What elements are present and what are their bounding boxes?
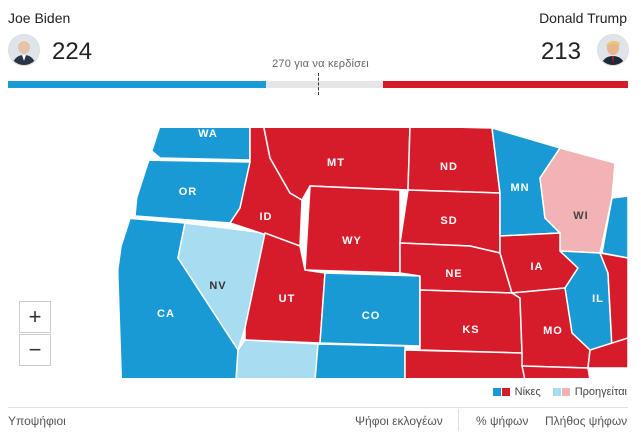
zoom-in-button[interactable]: +: [19, 301, 51, 333]
label-ne: NE: [445, 268, 462, 280]
legend-leads-label: Προηγείται: [574, 386, 627, 398]
trump-electoral-votes: 213: [540, 38, 581, 65]
legend-swatch-dem-lead: [552, 388, 561, 396]
label-mt: MT: [327, 157, 345, 169]
label-id: ID: [260, 211, 273, 223]
legend-swatch-rep-lead: [561, 388, 570, 396]
state-az[interactable]: [235, 339, 319, 380]
biden-electoral-votes: 224: [52, 38, 93, 65]
electoral-progress-bar: [8, 73, 628, 95]
state-ks[interactable]: [419, 289, 523, 354]
trump-avatar: [597, 34, 629, 66]
table-divider: [8, 407, 628, 408]
state-mi[interactable]: [601, 195, 628, 259]
state-ky[interactable]: [587, 337, 628, 369]
label-mn: MN: [510, 182, 529, 194]
label-co: CO: [362, 310, 381, 322]
label-nd: ND: [440, 161, 458, 173]
label-wi: WI: [573, 210, 588, 222]
header-separator: [458, 409, 459, 431]
label-mo: MO: [543, 325, 563, 337]
label-sd: SD: [440, 215, 457, 227]
label-ut: UT: [279, 293, 296, 305]
state-nm[interactable]: [314, 343, 406, 380]
label-ca: CA: [157, 308, 175, 320]
legend-wins: Νίκες: [492, 386, 541, 398]
threshold-marker: [318, 73, 319, 95]
map-legend: Νίκες Προηγείται: [481, 386, 627, 398]
state-ar[interactable]: [521, 365, 591, 380]
header-vote-count[interactable]: Πλήθος ψήφων: [545, 414, 628, 428]
label-nv: NV: [209, 280, 226, 292]
state-wy[interactable]: [304, 185, 401, 274]
state-ok[interactable]: [404, 349, 526, 380]
header-electoral-votes[interactable]: Ψήφοι εκλογέων: [355, 414, 443, 428]
label-ks: KS: [462, 324, 479, 336]
header-candidates[interactable]: Υποψήφιοι: [8, 414, 66, 428]
biden-avatar: [8, 34, 40, 66]
zoom-out-button[interactable]: −: [19, 334, 51, 366]
label-ia: IA: [531, 261, 544, 273]
legend-wins-label: Νίκες: [514, 386, 541, 398]
label-il: IL: [592, 293, 604, 305]
trump-progress-fill: [382, 81, 628, 88]
state-nd[interactable]: [407, 126, 501, 194]
legend-swatch-rep-win: [501, 388, 510, 396]
label-wy: WY: [342, 235, 362, 247]
legend-swatch-dem-win: [492, 388, 501, 396]
electoral-map[interactable]: WA OR CA NV ID MT WY UT CO ND SD NE KS M…: [0, 118, 641, 380]
label-wa: WA: [198, 128, 218, 140]
threshold-label: 270 για να κερδίσει: [272, 58, 369, 70]
candidate-name-trump: Donald Trump: [539, 10, 627, 26]
header-vote-pct[interactable]: % ψήφων: [476, 414, 529, 428]
legend-leads: Προηγείται: [552, 386, 627, 398]
label-or: OR: [179, 186, 198, 198]
biden-progress-fill: [8, 81, 267, 88]
state-nv[interactable]: [177, 222, 266, 351]
candidate-name-biden: Joe Biden: [8, 10, 71, 26]
